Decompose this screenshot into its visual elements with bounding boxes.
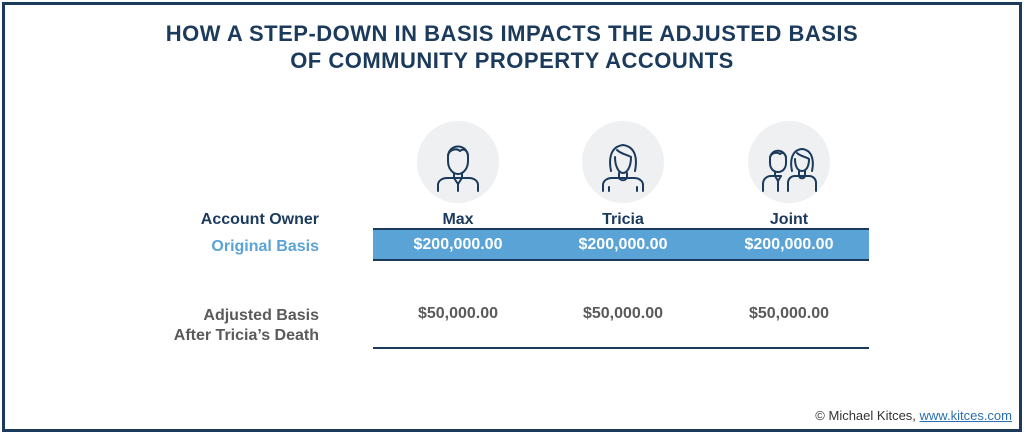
original-basis-tricia: $200,000.00 xyxy=(578,236,668,253)
title-line-2: OF COMMUNITY PROPERTY ACCOUNTS xyxy=(290,48,734,73)
adjusted-basis-label-line-2: After Tricia’s Death xyxy=(173,327,319,344)
copyright-credit: © Michael Kitces, www.kitces.com xyxy=(815,408,1012,423)
column-header-joint: Joint xyxy=(769,211,809,228)
adjusted-basis-max: $50,000.00 xyxy=(417,305,499,322)
account-owner-label: Account Owner xyxy=(200,211,319,228)
original-basis-band xyxy=(373,228,869,261)
kitces-link[interactable]: www.kitces.com xyxy=(919,408,1012,423)
avatar-joint xyxy=(748,121,830,203)
couple-icon xyxy=(762,148,817,192)
credit-text: © Michael Kitces, xyxy=(815,408,920,423)
adjusted-basis-label-line-1: Adjusted Basis xyxy=(203,307,319,324)
bottom-divider xyxy=(373,347,869,349)
original-basis-max: $200,000.00 xyxy=(413,236,503,253)
avatar-tricia xyxy=(582,121,664,203)
adjusted-basis-tricia: $50,000.00 xyxy=(582,305,664,322)
original-basis-label: Original Basis xyxy=(211,238,319,255)
page-title: HOW A STEP-DOWN IN BASIS IMPACTS THE ADJ… xyxy=(0,20,1024,74)
adjusted-basis-label: Adjusted Basis After Tricia’s Death xyxy=(174,306,319,346)
avatar-max xyxy=(417,121,499,203)
original-basis-joint: $200,000.00 xyxy=(744,236,834,253)
woman-icon xyxy=(602,144,644,192)
column-header-max: Max xyxy=(442,211,474,228)
adjusted-basis-joint: $50,000.00 xyxy=(748,305,830,322)
man-icon xyxy=(437,145,479,192)
column-header-tricia: Tricia xyxy=(602,211,644,228)
title-line-1: HOW A STEP-DOWN IN BASIS IMPACTS THE ADJ… xyxy=(165,21,859,46)
